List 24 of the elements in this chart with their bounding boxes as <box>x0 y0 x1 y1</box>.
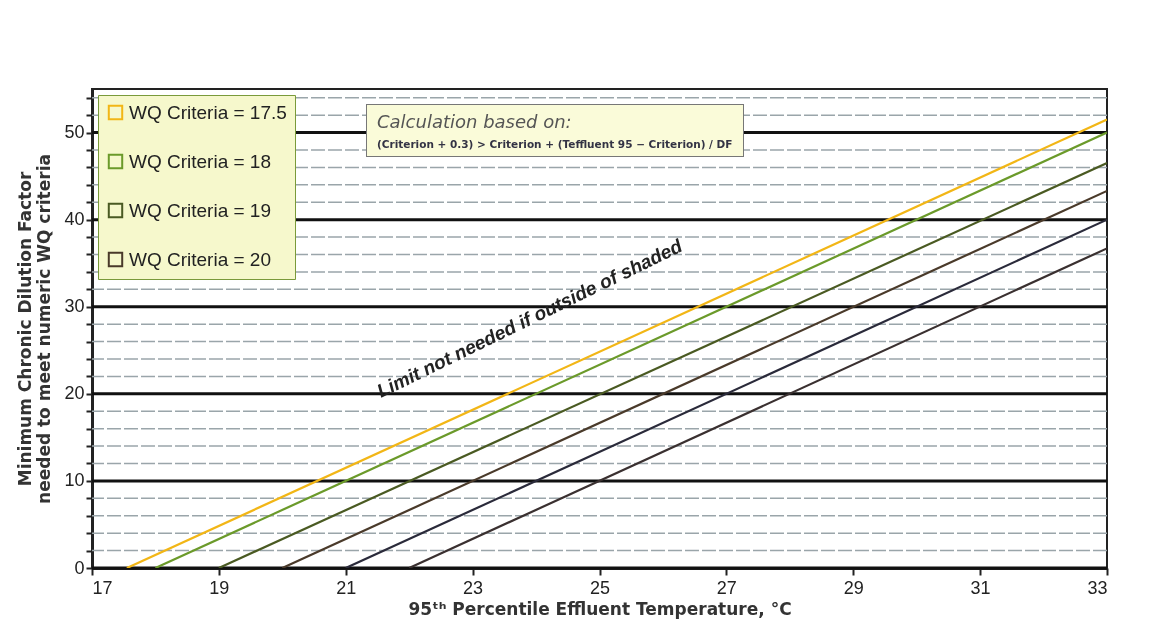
y-tick-label: 50 <box>64 122 85 143</box>
y-tick-label: 40 <box>64 209 85 230</box>
legend-label: WQ Criteria = 18 <box>129 150 272 172</box>
x-tick-label: 29 <box>843 577 864 598</box>
x-tick-label: 31 <box>970 577 991 598</box>
y-tick-label: 30 <box>64 296 85 317</box>
y-tick-label: 0 <box>74 557 85 578</box>
calculation-note: Calculation based on: (Criterion + 0.3) > Criterion + (Teffluent 95 − Criterion) / DF <box>366 104 744 157</box>
legend-label: WQ Criteria = 19 <box>129 199 272 221</box>
x-tick-label: 33 <box>1087 577 1108 598</box>
x-tick-label: 25 <box>589 577 611 598</box>
x-tick-label: 19 <box>209 577 230 598</box>
legend-label: WQ Criteria = 20 <box>129 248 272 270</box>
y-tick-label: 20 <box>64 383 85 404</box>
x-tick-label: 21 <box>336 577 357 598</box>
y-axis-title: Minimum Chronic Dilution Factor needed to meet numeric WQ criteria <box>15 154 55 504</box>
x-tick-label: 27 <box>716 577 737 598</box>
x-tick-label: 23 <box>463 577 484 598</box>
legend-label: WQ Criteria = 17.5 <box>129 101 287 123</box>
x-axis-title: 95ᵗʰ Percentile Effluent Temperature, °C <box>408 598 792 619</box>
annotation: (Criterion + 0.3) > Criterion + (Teffluent 95 − Criterion) / DF <box>377 138 733 150</box>
y-tick-label: 10 <box>64 470 85 491</box>
x-tick-label: 17 <box>92 577 113 598</box>
annotation: Calculation based on: <box>377 111 573 132</box>
